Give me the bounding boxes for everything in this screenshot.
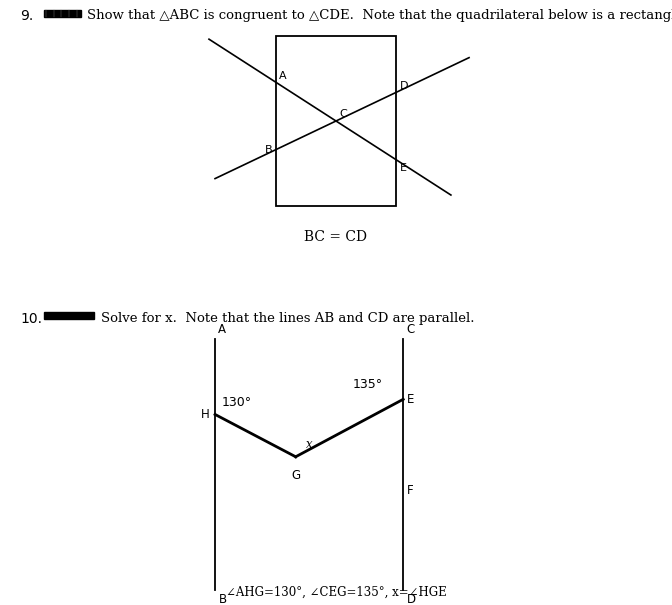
FancyBboxPatch shape bbox=[44, 10, 81, 17]
Text: G: G bbox=[291, 469, 300, 482]
Text: 130°: 130° bbox=[222, 396, 252, 409]
Text: BC = CD: BC = CD bbox=[304, 230, 368, 244]
Text: ∠AHG=130°, ∠CEG=135°, x=∠HGE: ∠AHG=130°, ∠CEG=135°, x=∠HGE bbox=[226, 586, 446, 599]
Text: x: x bbox=[306, 438, 312, 451]
FancyBboxPatch shape bbox=[44, 312, 94, 319]
Text: 10.: 10. bbox=[20, 312, 42, 325]
Text: A: A bbox=[279, 71, 286, 80]
Text: C: C bbox=[339, 110, 347, 120]
Text: B: B bbox=[265, 145, 272, 155]
Text: Show that △ABC is congruent to △CDE.  Note that the quadrilateral below is a rec: Show that △ABC is congruent to △CDE. Not… bbox=[87, 9, 672, 22]
Text: E: E bbox=[400, 163, 407, 173]
Text: 9.: 9. bbox=[20, 9, 34, 23]
Text: A: A bbox=[218, 323, 226, 336]
Bar bbox=[276, 36, 396, 206]
Text: H: H bbox=[201, 408, 210, 421]
Text: D: D bbox=[400, 80, 409, 91]
Text: Solve for x.  Note that the lines AB and CD are parallel.: Solve for x. Note that the lines AB and … bbox=[101, 312, 474, 324]
Text: 135°: 135° bbox=[353, 378, 383, 391]
Text: C: C bbox=[407, 323, 415, 336]
Text: F: F bbox=[407, 483, 413, 497]
Text: B: B bbox=[218, 593, 226, 605]
Text: D: D bbox=[407, 593, 416, 605]
Text: E: E bbox=[407, 393, 414, 406]
